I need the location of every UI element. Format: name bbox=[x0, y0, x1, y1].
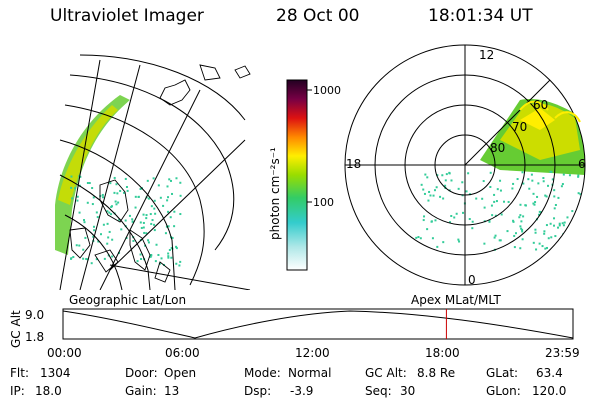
mode-value: Normal bbox=[288, 366, 332, 380]
colorbar-unit-label: photon cm⁻²s⁻¹ bbox=[268, 147, 282, 240]
time-tick: 18:00 bbox=[425, 346, 460, 360]
mlt-label-0: 0 bbox=[468, 273, 476, 287]
flight-label: Flt: bbox=[10, 366, 29, 380]
geo-caption: Geographic Lat/Lon bbox=[69, 293, 186, 307]
image-date: 28 Oct 00 bbox=[276, 6, 360, 26]
door-value: Open bbox=[164, 366, 197, 380]
ip-label: IP: bbox=[10, 384, 25, 398]
dsp-label: Dsp: bbox=[244, 384, 272, 398]
flight-value: 1304 bbox=[40, 366, 71, 380]
altitude-y-low: 1.8 bbox=[25, 330, 44, 344]
gc-altitude-label: GC Alt: bbox=[365, 366, 407, 380]
gain-value: 13 bbox=[164, 384, 180, 398]
colorbar-tick-100: 100 bbox=[313, 196, 334, 209]
gain-label: Gain: bbox=[125, 384, 157, 398]
altitude-curve bbox=[62, 310, 574, 339]
colorbar-gradient bbox=[286, 79, 308, 271]
polar-aurora-image bbox=[415, 99, 585, 252]
glat-value: 63.4 bbox=[536, 366, 563, 380]
mlt-label-12: 12 bbox=[479, 48, 494, 62]
glon-value: 120.0 bbox=[532, 384, 567, 398]
instrument-title: Ultraviolet Imager bbox=[50, 6, 204, 26]
colorbar-tick-1000: 1000 bbox=[313, 84, 341, 97]
polar-caption: Apex MLat/MLT bbox=[411, 293, 501, 307]
mlat-label-70: 70 bbox=[512, 120, 527, 134]
altitude-plot-frame bbox=[62, 308, 574, 340]
mlat-label-80: 80 bbox=[490, 141, 505, 155]
altitude-ylabel: GC Alt bbox=[9, 310, 23, 348]
mlat-label-60: 60 bbox=[533, 98, 548, 112]
dsp-value: -3.9 bbox=[290, 384, 314, 398]
gc-altitude-value: 8.8 Re bbox=[417, 366, 456, 380]
time-tick: 00:00 bbox=[47, 346, 82, 360]
glat-label: GLat: bbox=[486, 366, 519, 380]
geographic-map-image bbox=[55, 54, 251, 290]
image-time: 18:01:34 UT bbox=[428, 6, 533, 26]
time-tick: 23:59 bbox=[545, 346, 580, 360]
mode-label: Mode: bbox=[244, 366, 281, 380]
ip-value: 18.0 bbox=[35, 384, 62, 398]
mlt-label-6: 6 bbox=[578, 157, 586, 171]
seq-label: Seq: bbox=[365, 384, 392, 398]
mlt-label-18: 18 bbox=[346, 157, 361, 171]
time-tick: 06:00 bbox=[165, 346, 200, 360]
glon-label: GLon: bbox=[486, 384, 521, 398]
door-label: Door: bbox=[125, 366, 158, 380]
altitude-y-high: 9.0 bbox=[25, 308, 44, 322]
time-tick: 12:00 bbox=[295, 346, 330, 360]
seq-value: 30 bbox=[400, 384, 416, 398]
